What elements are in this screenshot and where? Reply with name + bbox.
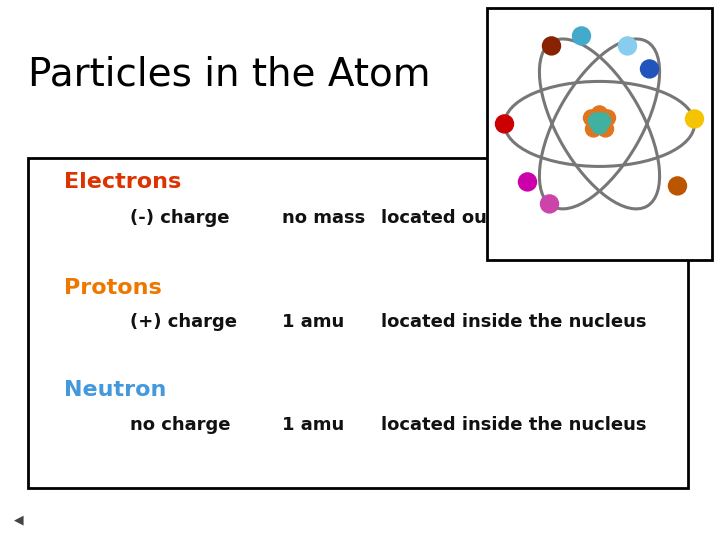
Text: (-) charge: (-) charge <box>130 209 230 227</box>
Circle shape <box>518 173 536 191</box>
Text: located outside the nucleus: located outside the nucleus <box>381 209 662 227</box>
Circle shape <box>592 118 608 134</box>
Bar <box>487 8 712 260</box>
Text: no mass: no mass <box>282 209 365 227</box>
Circle shape <box>641 60 659 78</box>
Text: Electrons: Electrons <box>64 172 181 192</box>
Text: 1 amu: 1 amu <box>282 416 344 434</box>
Circle shape <box>595 113 611 129</box>
Text: Neutron: Neutron <box>64 380 166 400</box>
Circle shape <box>592 106 608 122</box>
Text: Protons: Protons <box>64 278 162 298</box>
Circle shape <box>542 37 560 55</box>
Circle shape <box>685 110 703 128</box>
Circle shape <box>588 113 605 129</box>
Circle shape <box>541 195 559 213</box>
Circle shape <box>618 37 636 55</box>
Circle shape <box>585 121 601 137</box>
Bar <box>28 158 688 488</box>
Circle shape <box>572 27 590 45</box>
Circle shape <box>668 177 686 195</box>
Text: Particles in the Atom: Particles in the Atom <box>28 56 431 94</box>
Circle shape <box>583 110 600 126</box>
Text: (+) charge: (+) charge <box>130 313 238 331</box>
Text: no charge: no charge <box>130 416 231 434</box>
Text: ◀: ◀ <box>14 514 24 526</box>
Circle shape <box>598 121 613 137</box>
Circle shape <box>592 116 608 132</box>
Text: 1 amu: 1 amu <box>282 313 344 331</box>
Circle shape <box>495 115 513 133</box>
Circle shape <box>600 110 616 126</box>
Text: located inside the nucleus: located inside the nucleus <box>381 313 647 331</box>
Text: located inside the nucleus: located inside the nucleus <box>381 416 647 434</box>
